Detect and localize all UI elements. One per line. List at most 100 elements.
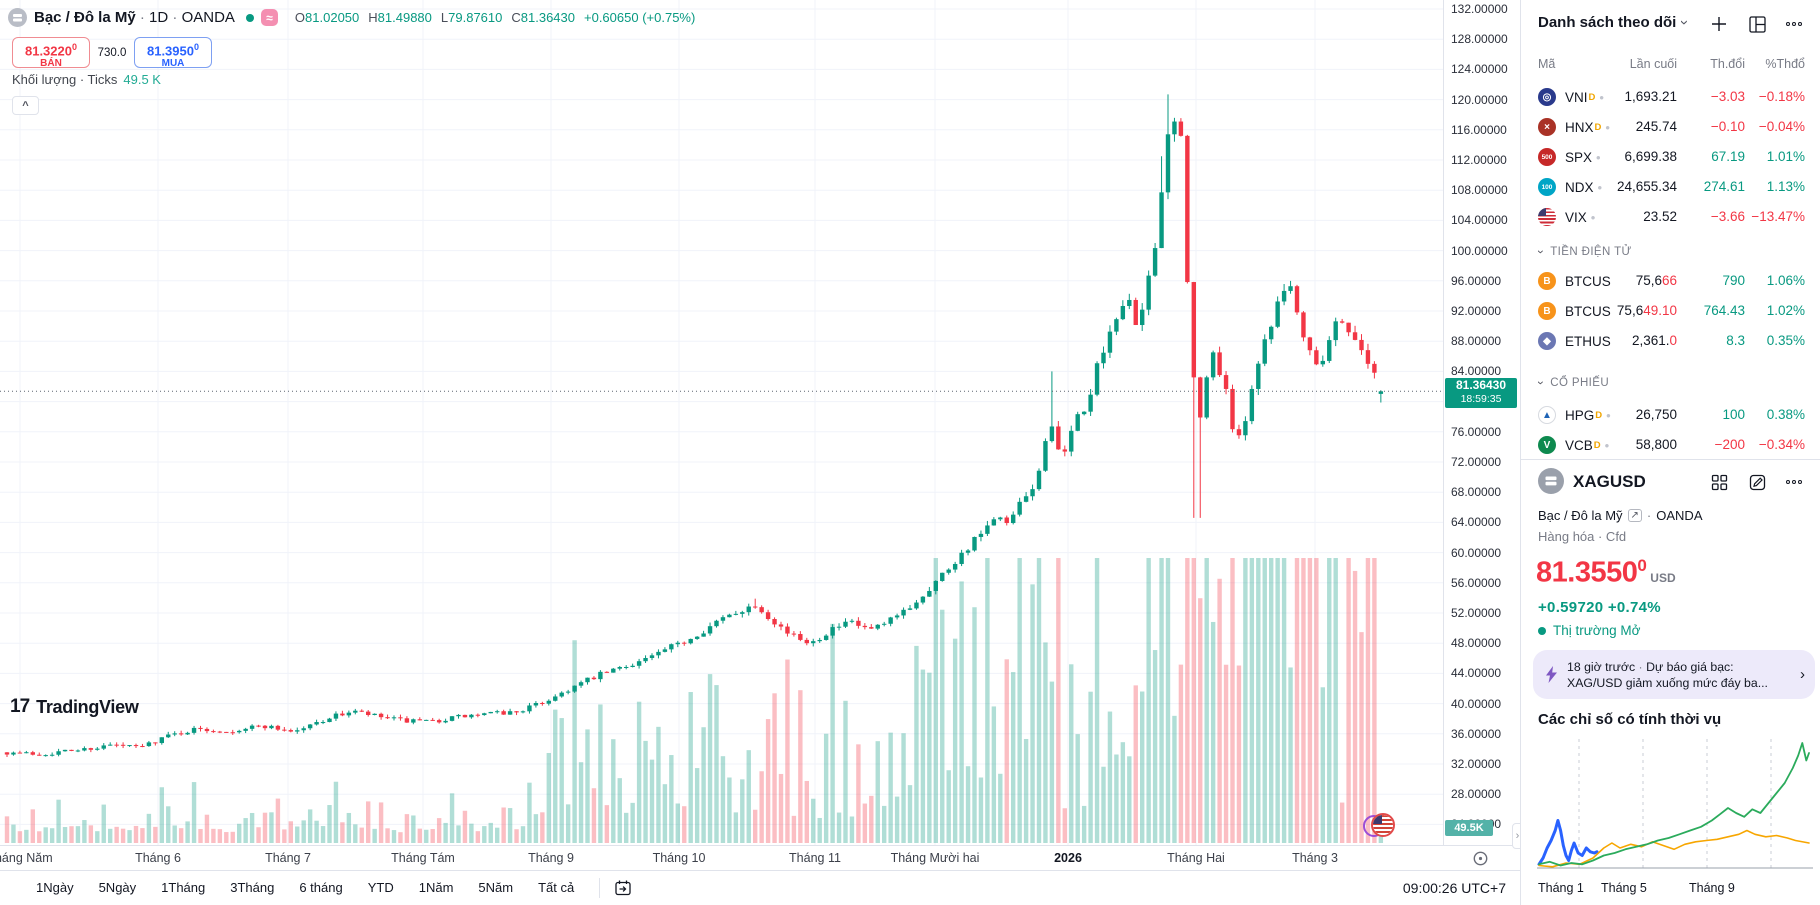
chevron-down-icon: › — [1676, 20, 1694, 25]
edit-note-icon[interactable] — [1745, 470, 1769, 494]
time-tick-label: Tháng 7 — [265, 851, 311, 865]
candlestick-series — [4, 94, 1384, 757]
sell-button[interactable]: 81.32200 BÁN — [12, 37, 90, 69]
market-status-dot-icon — [245, 13, 254, 22]
buy-sell-widget: 81.32200 BÁN 730.0 81.39500 MUA — [12, 37, 212, 69]
detail-ticker[interactable]: XAGUSD — [1573, 472, 1646, 491]
external-link-icon[interactable]: ↗ — [1627, 509, 1642, 522]
price-axis[interactable]: 24.0000028.0000032.0000036.0000040.00000… — [1443, 0, 1520, 845]
candlestick-chart[interactable] — [0, 0, 1443, 845]
watchlist-section-tiền-điện-tử[interactable]: › TIỀN ĐIỆN TỬ — [1534, 246, 1632, 258]
watchlist-title[interactable]: Danh sách theo dõi › — [1538, 14, 1694, 31]
change-cell: 67.19 — [1711, 149, 1745, 164]
ticker-symbol: VCB — [1565, 437, 1593, 453]
ticker-symbol: VIX — [1565, 209, 1587, 225]
scales-settings-icon[interactable] — [1472, 850, 1489, 867]
ohlc-values: O81.02050 H81.49880 L79.87610 C81.36430 +0.6… — [295, 10, 695, 25]
ohlc-item: O81.02050 — [294, 10, 360, 25]
last-price-cell: 75,666 — [1635, 273, 1677, 288]
price-tick-label: 60.00000 — [1451, 545, 1502, 560]
change-cell: −3.66 — [1710, 209, 1745, 224]
news-banner[interactable]: 18 giờ trước · Dự báo giá bạc: XAG/USD g… — [1533, 650, 1815, 699]
watchlist-row-ethus[interactable]: ◆ ETHUS 2,361.0 8.3 0.35% — [1521, 326, 1820, 356]
watchlist-row-spx[interactable]: 500 SPX • 6,699.38 67.19 1.01% — [1521, 142, 1820, 172]
watchlist-row-btcus[interactable]: B BTCUS 75,649.10 764.43 1.02% — [1521, 296, 1820, 326]
percent-change-cell: −0.18% — [1758, 89, 1805, 104]
chart-legend: Bạc / Đô la Mỹ · 1D · OANDA ≈ O81.02050 H… — [8, 8, 695, 27]
seasonal-mini-chart[interactable] — [1533, 733, 1815, 875]
watchlist-row-ndx[interactable]: 100 NDX • 24,655.34 274.61 1.13% — [1521, 172, 1820, 202]
time-tick-label: Tháng 10 — [652, 851, 706, 865]
time-tick-label: Tháng 6 — [135, 851, 181, 865]
price-tick-label: 68.00000 — [1451, 485, 1502, 500]
tradingview-logo[interactable]: 17 TradingView — [10, 696, 139, 717]
buy-button[interactable]: 81.39500 MUA — [134, 37, 212, 69]
detail-grid-icon[interactable] — [1707, 470, 1731, 494]
watchlist-row-vcb[interactable]: V VCB D • 58,800 −200 −0.34% — [1521, 430, 1820, 460]
price-tick-label: 32.00000 — [1451, 757, 1502, 771]
chevron-down-icon: › — [1534, 380, 1547, 386]
watchlist-row-hpg[interactable]: ▲ HPG D • 26,750 100 0.38% — [1521, 400, 1820, 430]
price-tick-label: 40.00000 — [1451, 696, 1502, 711]
change-cell: 8.3 — [1726, 333, 1745, 348]
detail-more-menu-icon[interactable] — [1782, 470, 1806, 494]
watchlist-row-btcus[interactable]: B BTCUS 75,666 790 1.06% — [1521, 266, 1820, 296]
range-button-3tháng[interactable]: 3Tháng — [230, 880, 275, 895]
go-to-date-calendar-icon[interactable] — [613, 878, 633, 898]
indicator-icon[interactable]: ≈ — [260, 9, 278, 26]
range-button-6-tháng[interactable]: 6 tháng — [299, 880, 343, 895]
watchlist-row-hnx[interactable]: × HNX D • 245.74 −0.10 −0.04% — [1521, 112, 1820, 142]
watchlist-section-cổ-phiếu[interactable]: › CỔ PHIẾU — [1534, 377, 1610, 389]
chevron-down-icon: › — [1534, 249, 1547, 255]
detail-price: 81.35500USD — [1536, 556, 1676, 589]
price-tick-label: 76.00000 — [1451, 424, 1502, 439]
percent-change-cell: −13.47% — [1751, 209, 1805, 224]
percent-change-cell: 0.35% — [1766, 333, 1805, 348]
watchlist-layout-icon[interactable] — [1745, 12, 1769, 36]
seasonal-tick-label: Tháng 1 — [1538, 881, 1584, 895]
price-tick-label: 28.00000 — [1451, 787, 1502, 802]
session-clock[interactable]: 09:00:26 UTC+7 — [1402, 880, 1506, 896]
collapse-button[interactable]: ^ — [12, 96, 39, 115]
price-tick-label: 84.00000 — [1451, 364, 1502, 379]
percent-change-cell: 0.38% — [1766, 407, 1805, 422]
symbol-title[interactable]: Bạc / Đô la Mỹ · 1D · OANDA — [34, 9, 235, 26]
range-button-tất-cả[interactable]: Tất cả — [538, 880, 575, 895]
watchlist-row-vni[interactable]: ◎ VNI D • 1,693.21 −3.03 −0.18% — [1521, 82, 1820, 112]
range-button-1tháng[interactable]: 1Tháng — [161, 880, 206, 895]
range-button-ytd[interactable]: YTD — [367, 880, 394, 895]
lightning-icon — [1546, 666, 1557, 683]
seasonal-tick-label: Tháng 5 — [1601, 881, 1647, 895]
time-axis[interactable]: Tháng Năm Tháng 6 Tháng 7 Tháng Tám Tháng 9 T… — [0, 823, 1523, 870]
price-tick-label: 44.00000 — [1451, 666, 1502, 681]
market-closed-dot-icon: • — [1606, 407, 1611, 423]
delayed-data-badge: D — [1595, 409, 1603, 421]
vni-logo-icon: ◎ — [1538, 88, 1556, 106]
chart-pane[interactable]: Bạc / Đô la Mỹ · 1D · OANDA ≈ O81.02050 H… — [0, 0, 1443, 845]
last-price-cell: 1,693.21 — [1624, 89, 1677, 104]
volume-indicator-legend[interactable]: Khối lượng · Ticks 49.5 K — [12, 72, 161, 87]
time-tick-label: Tháng Hai — [1167, 851, 1225, 865]
market-closed-dot-icon: • — [1597, 179, 1603, 195]
range-button-1năm[interactable]: 1Năm — [418, 880, 454, 895]
us-economic-event-flag-icon[interactable] — [1371, 813, 1395, 837]
range-button-1ngày[interactable]: 1Ngày — [36, 880, 74, 895]
time-tick-label: Tháng Mười hai — [890, 851, 980, 865]
vcb-logo-icon: V — [1538, 436, 1556, 454]
range-button-5năm[interactable]: 5Năm — [478, 880, 514, 895]
ohlc-item: L79.87610 — [440, 10, 503, 25]
watchlist-more-menu-icon[interactable] — [1782, 12, 1806, 36]
spread-value: 730.0 — [97, 46, 127, 59]
add-symbol-button[interactable] — [1707, 12, 1731, 36]
ticker-symbol: ETHUS — [1565, 333, 1611, 349]
last-price-cell: 26,750 — [1635, 407, 1677, 422]
percent-change-cell: 1.06% — [1766, 273, 1805, 288]
ndx-logo-icon: 100 — [1538, 178, 1556, 196]
price-tick-label: 132.00000 — [1451, 2, 1508, 16]
gridlines — [0, 0, 1443, 845]
date-range-toolbar: 1Ngày 5Ngày 1Tháng 3Tháng 6 tháng YTD 1Năm 5Năm… — [0, 870, 1520, 905]
seasonal-series-green — [1538, 742, 1810, 867]
range-button-5ngày[interactable]: 5Ngày — [98, 880, 137, 895]
watchlist-row-vix[interactable]: VIX • 23.52 −3.66 −13.47% — [1521, 202, 1820, 232]
seasonal-heading: Các chỉ số có tính thời vụ — [1538, 711, 1722, 728]
